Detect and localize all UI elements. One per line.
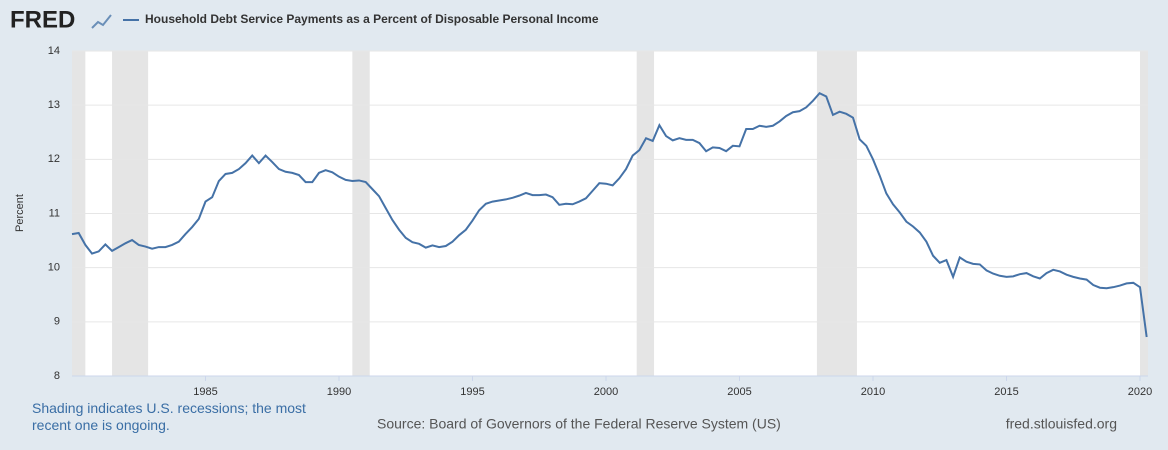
y-tick-label: 12 — [48, 153, 60, 165]
x-tick-label: 1985 — [193, 386, 217, 398]
x-tick-label: 2000 — [594, 386, 618, 398]
recession-note: Shading indicates U.S. recessions; the m… — [32, 400, 306, 433]
logo-icon — [91, 14, 112, 29]
x-tick-label: 2010 — [861, 386, 885, 398]
y-tick-label: 11 — [49, 207, 60, 219]
site: fred.stlouisfed.org — [1006, 416, 1117, 432]
x-tick-label: 2005 — [727, 386, 751, 398]
logo: FRED — [10, 6, 75, 33]
series-line — [71, 92, 1148, 338]
x-tick-label: 2020 — [1128, 386, 1152, 398]
y-tick-label: 13 — [48, 99, 60, 111]
recession-note-box: Shading indicates U.S. recessions; the m… — [32, 400, 306, 433]
y-tick-label: 9 — [54, 316, 60, 328]
y-tick-label: 10 — [48, 262, 60, 274]
x-tick-label: 1995 — [460, 386, 484, 398]
y-tick-label: 8 — [54, 370, 60, 382]
x-tick-label: 2015 — [994, 386, 1018, 398]
y-tick-label: 14 — [48, 45, 60, 57]
legend-label: Household Debt Service Payments as a Per… — [145, 12, 599, 26]
source: Source: Board of Governors of the Federa… — [377, 416, 781, 432]
x-tick-label: 1990 — [327, 386, 351, 398]
y-axis-label: Percent — [14, 194, 26, 232]
